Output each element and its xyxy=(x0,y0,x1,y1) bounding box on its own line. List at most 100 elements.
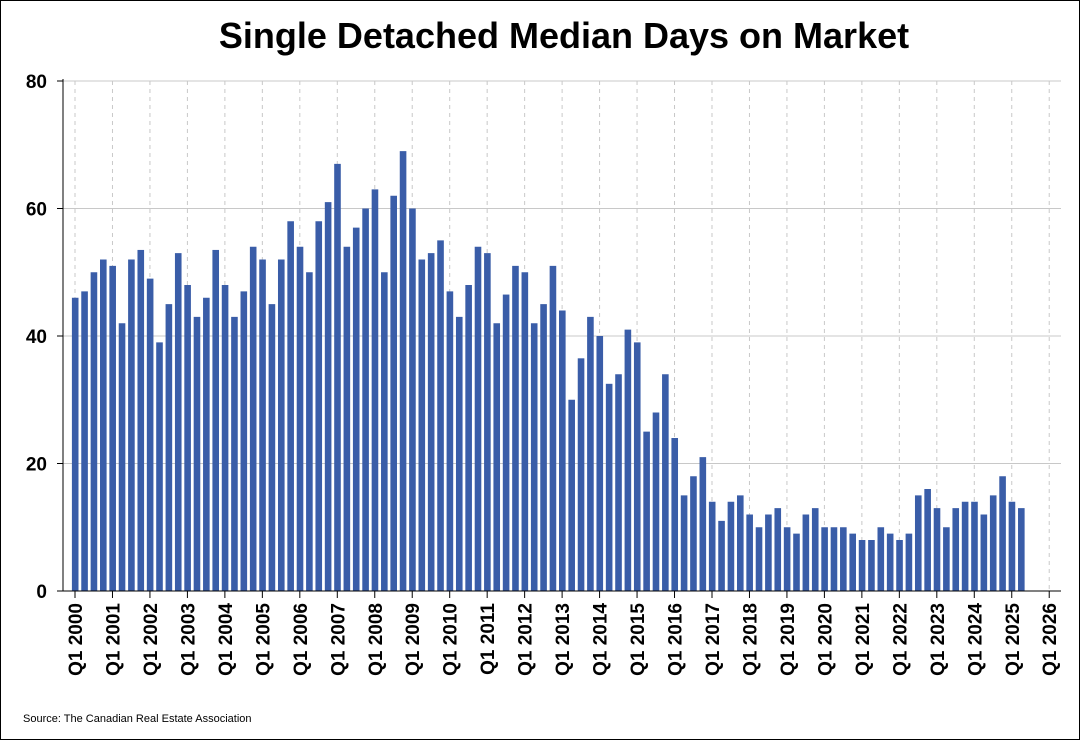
bar xyxy=(174,253,182,591)
bar xyxy=(746,514,753,591)
bar xyxy=(840,527,847,591)
x-tick-label: Q1 2026 xyxy=(1040,603,1061,676)
bar xyxy=(1008,501,1016,591)
bar xyxy=(633,342,641,591)
bar xyxy=(193,316,201,591)
x-tick-label: Q1 2006 xyxy=(291,603,312,676)
bar xyxy=(465,285,472,591)
x-tick-label: Q1 2011 xyxy=(478,603,499,675)
bar xyxy=(437,240,444,591)
bar xyxy=(315,221,323,591)
bar xyxy=(268,304,276,591)
bar xyxy=(521,272,529,591)
bar xyxy=(971,501,978,591)
bar xyxy=(502,294,510,591)
bar xyxy=(493,323,501,591)
bar xyxy=(90,272,98,591)
bar xyxy=(708,501,716,591)
x-tick-label: Q1 2025 xyxy=(1003,603,1024,676)
bar xyxy=(371,189,379,591)
bar xyxy=(643,431,650,591)
bar xyxy=(352,227,360,591)
bar xyxy=(662,374,669,591)
bar xyxy=(362,208,369,591)
bar xyxy=(146,278,154,591)
source-note: Source: The Canadian Real Estate Associa… xyxy=(23,713,252,725)
bar xyxy=(249,246,257,591)
bar xyxy=(165,304,173,591)
bar xyxy=(821,527,828,591)
bar xyxy=(886,533,894,591)
bar xyxy=(952,508,960,591)
x-tick-label: Q1 2023 xyxy=(928,603,949,676)
x-tick-label: Q1 2016 xyxy=(666,603,687,676)
bar xyxy=(221,285,229,591)
bar xyxy=(231,316,238,591)
x-tick-label: Q1 2013 xyxy=(553,603,574,676)
bar xyxy=(1018,508,1025,591)
bar xyxy=(109,265,116,591)
x-tick-label: Q1 2008 xyxy=(366,603,387,676)
bar xyxy=(418,259,426,591)
x-tick-label: Q1 2001 xyxy=(103,603,124,676)
x-tick-label: Q1 2004 xyxy=(216,603,237,676)
bar xyxy=(306,272,313,591)
x-tick-label: Q1 2014 xyxy=(591,603,612,676)
bar xyxy=(943,527,950,591)
bar xyxy=(924,489,931,591)
x-tick-label: Q1 2018 xyxy=(740,603,761,676)
bar xyxy=(802,514,810,591)
x-tick-label: Q1 2007 xyxy=(328,603,349,676)
x-tick-label: Q1 2024 xyxy=(965,603,986,676)
bar xyxy=(765,514,772,591)
bar xyxy=(212,249,220,591)
bar xyxy=(549,265,557,591)
bar xyxy=(455,316,463,591)
x-tick-label: Q1 2010 xyxy=(441,603,462,676)
bar xyxy=(652,412,660,591)
bar xyxy=(100,259,107,591)
x-tick-label: Q1 2021 xyxy=(853,603,874,676)
bar xyxy=(474,246,482,591)
bar xyxy=(559,310,566,591)
bar xyxy=(783,527,791,591)
bar xyxy=(184,285,191,591)
x-tick-label: Q1 2000 xyxy=(66,603,87,676)
bar xyxy=(933,508,941,591)
x-tick-label: Q1 2022 xyxy=(890,603,911,676)
bar xyxy=(624,329,632,591)
bar xyxy=(71,297,79,591)
bar xyxy=(296,246,304,591)
bar xyxy=(343,246,351,591)
y-tick-label: 40 xyxy=(26,327,47,348)
bar xyxy=(905,533,913,591)
bar xyxy=(381,272,388,591)
bar xyxy=(446,291,454,591)
bar xyxy=(334,163,341,591)
bar xyxy=(203,297,210,591)
bar xyxy=(727,501,735,591)
bar xyxy=(811,508,819,591)
x-tick-label: Q1 2017 xyxy=(703,603,724,676)
bar xyxy=(240,291,248,591)
bar xyxy=(793,533,800,591)
x-tick-label: Q1 2020 xyxy=(815,603,836,676)
bar xyxy=(399,151,407,591)
y-tick-label: 60 xyxy=(26,200,47,221)
x-tick-label: Q1 2005 xyxy=(253,603,274,676)
bar xyxy=(81,291,88,591)
bar xyxy=(699,457,707,591)
bar xyxy=(540,304,547,591)
bar xyxy=(512,265,519,591)
bar xyxy=(409,208,416,591)
bar xyxy=(671,438,679,591)
y-tick-label: 80 xyxy=(26,72,47,93)
bar xyxy=(324,202,332,591)
bar xyxy=(390,195,397,591)
bar xyxy=(137,249,145,591)
bar xyxy=(484,253,491,591)
bar xyxy=(989,495,997,591)
bar xyxy=(568,399,575,591)
